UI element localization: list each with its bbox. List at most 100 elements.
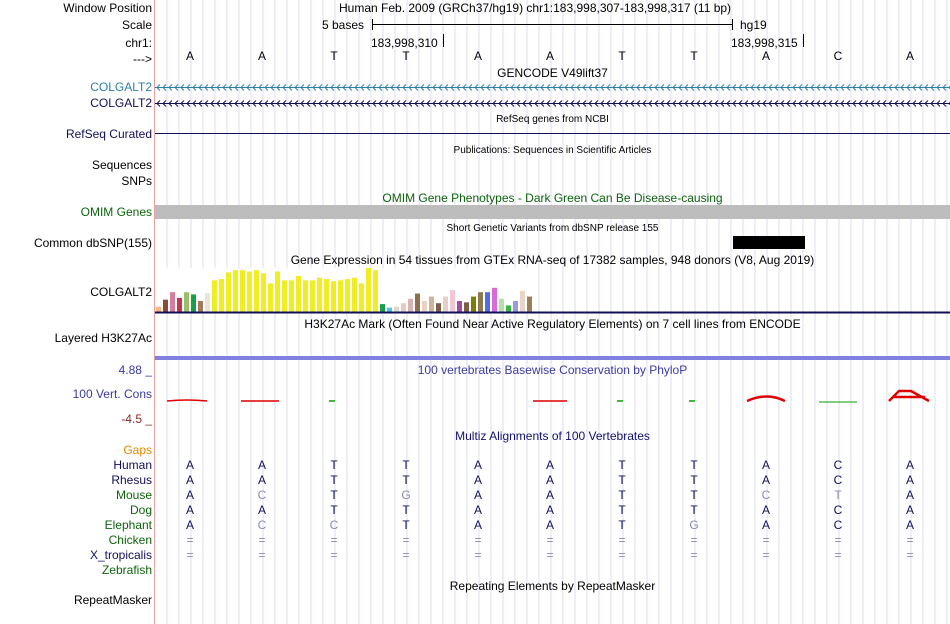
- strand-arrow: [714, 84, 719, 91]
- track-label-sequences[interactable]: Sequences: [91, 158, 152, 172]
- track-label-refseq[interactable]: RefSeq Curated: [65, 127, 152, 141]
- track-label-snps[interactable]: SNPs: [121, 174, 152, 188]
- strand-arrow: [618, 100, 623, 107]
- strand-arrow: [660, 84, 665, 91]
- aligned-base: T: [618, 503, 626, 517]
- species-label-chicken[interactable]: Chicken: [108, 533, 152, 547]
- track-label-gencode-2[interactable]: COLGALT2: [90, 96, 152, 110]
- strand-arrow: [840, 100, 845, 107]
- aligned-base: =: [258, 548, 266, 562]
- gtex-tissue-bar: [289, 280, 294, 312]
- strand-arrow: [768, 100, 773, 107]
- strand-arrow: [492, 100, 497, 107]
- strand-arrow: [666, 84, 671, 91]
- aligned-base: A: [905, 503, 914, 517]
- scale-bar-right-tick: [732, 19, 733, 30]
- phylop-max-label: 4.88 _: [118, 363, 152, 377]
- strand-arrow: [168, 100, 173, 107]
- aligned-base: A: [905, 518, 914, 532]
- strand-arrow: [678, 100, 683, 107]
- gencode-title: GENCODE V49lift37: [497, 66, 608, 80]
- strand-arrow: [282, 100, 287, 107]
- gtex-tissue-bar: [485, 292, 490, 312]
- strand-arrow: [504, 84, 509, 91]
- strand-arrow: [924, 84, 929, 91]
- aligned-base: C: [833, 518, 843, 532]
- strand-arrow: [822, 84, 827, 91]
- strand-arrow: [702, 84, 707, 91]
- strand-arrow: [696, 84, 701, 91]
- strand-arrow: [606, 84, 611, 91]
- track-label-gtex[interactable]: COLGALT2: [90, 285, 152, 299]
- strand-arrow: [300, 100, 305, 107]
- strand-arrow: [852, 84, 857, 91]
- track-label-phylop[interactable]: 100 Vert. Cons: [72, 387, 152, 401]
- gtex-tissue-bar: [233, 270, 238, 312]
- track-label-omim[interactable]: OMIM Genes: [80, 205, 152, 219]
- strand-arrow: [258, 84, 263, 91]
- track-display-area[interactable]: Human Feb. 2009 (GRCh37/hg19) chr1:183,9…: [155, 0, 950, 624]
- aligned-base: A: [257, 503, 266, 517]
- phylop-signal[interactable]: [155, 388, 950, 404]
- strand-arrow: [474, 84, 479, 91]
- strand-arrow: [840, 84, 845, 91]
- species-label-dog[interactable]: Dog: [129, 503, 152, 517]
- species-label-mouse[interactable]: Mouse: [115, 488, 152, 502]
- gencode-gene-2[interactable]: [155, 99, 950, 108]
- strand-arrow: [912, 100, 917, 107]
- strand-arrow: [372, 84, 377, 91]
- strand-arrow: [564, 100, 569, 107]
- strand-arrow: [900, 100, 905, 107]
- aligned-base: A: [761, 473, 770, 487]
- strand-arrow: [198, 84, 203, 91]
- strand-arrow: [468, 100, 473, 107]
- track-label-gaps[interactable]: Gaps: [123, 443, 152, 457]
- species-label-x_tropicalis[interactable]: X_tropicalis: [89, 548, 152, 562]
- aligned-base: T: [690, 503, 698, 517]
- strand-arrow: [786, 84, 791, 91]
- strand-arrow: [546, 100, 551, 107]
- strand-arrow: [324, 100, 329, 107]
- strand-arrow: [912, 84, 917, 91]
- omim-phenotype-bar[interactable]: [155, 205, 950, 219]
- strand-arrow: [498, 100, 503, 107]
- species-label-elephant[interactable]: Elephant: [104, 518, 152, 532]
- gtex-bar-chart[interactable]: [155, 266, 950, 314]
- strand-arrow: [540, 100, 545, 107]
- track-label-h3k27ac[interactable]: Layered H3K27Ac: [54, 331, 152, 345]
- strand-arrow: [642, 84, 647, 91]
- strand-arrow: [858, 100, 863, 107]
- chr-label: chr1:: [125, 36, 152, 50]
- strand-arrow: [588, 100, 593, 107]
- strand-arrow: [510, 100, 515, 107]
- scale-bar: [372, 24, 733, 25]
- strand-arrow: [786, 100, 791, 107]
- strand-arrow: [516, 84, 521, 91]
- track-label-repeatmasker[interactable]: RepeatMasker: [73, 593, 152, 607]
- aligned-base: A: [473, 503, 482, 517]
- aligned-base: =: [546, 533, 554, 547]
- gtex-tissue-bar: [352, 277, 357, 312]
- phylop-title: 100 vertebrates Basewise Conservation by…: [417, 363, 688, 377]
- track-label-gencode-1[interactable]: COLGALT2: [90, 80, 152, 94]
- scale-label: Scale: [121, 18, 152, 32]
- strand-arrow: [672, 84, 677, 91]
- species-label-human[interactable]: Human: [113, 458, 152, 472]
- refseq-gene-line[interactable]: [155, 133, 950, 134]
- aligned-base: A: [545, 518, 554, 532]
- species-label-rhesus[interactable]: Rhesus: [111, 473, 152, 487]
- aligned-base: C: [329, 518, 339, 532]
- gtex-tissue-bar: [506, 305, 511, 312]
- gencode-gene-1[interactable]: [155, 83, 950, 92]
- reference-base: A: [905, 49, 914, 63]
- strand-arrow: [948, 85, 950, 90]
- gtex-tissue-bar: [429, 296, 434, 312]
- gtex-tissue-bar: [282, 280, 287, 312]
- strand-arrow: [240, 84, 245, 91]
- species-label-zebrafish[interactable]: Zebrafish: [101, 563, 152, 577]
- strand-arrow: [222, 84, 227, 91]
- dbsnp-variant[interactable]: [733, 236, 805, 249]
- h3k27ac-signal[interactable]: [155, 356, 950, 360]
- strand-arrow: [288, 100, 293, 107]
- track-label-dbsnp[interactable]: Common dbSNP(155): [33, 236, 152, 250]
